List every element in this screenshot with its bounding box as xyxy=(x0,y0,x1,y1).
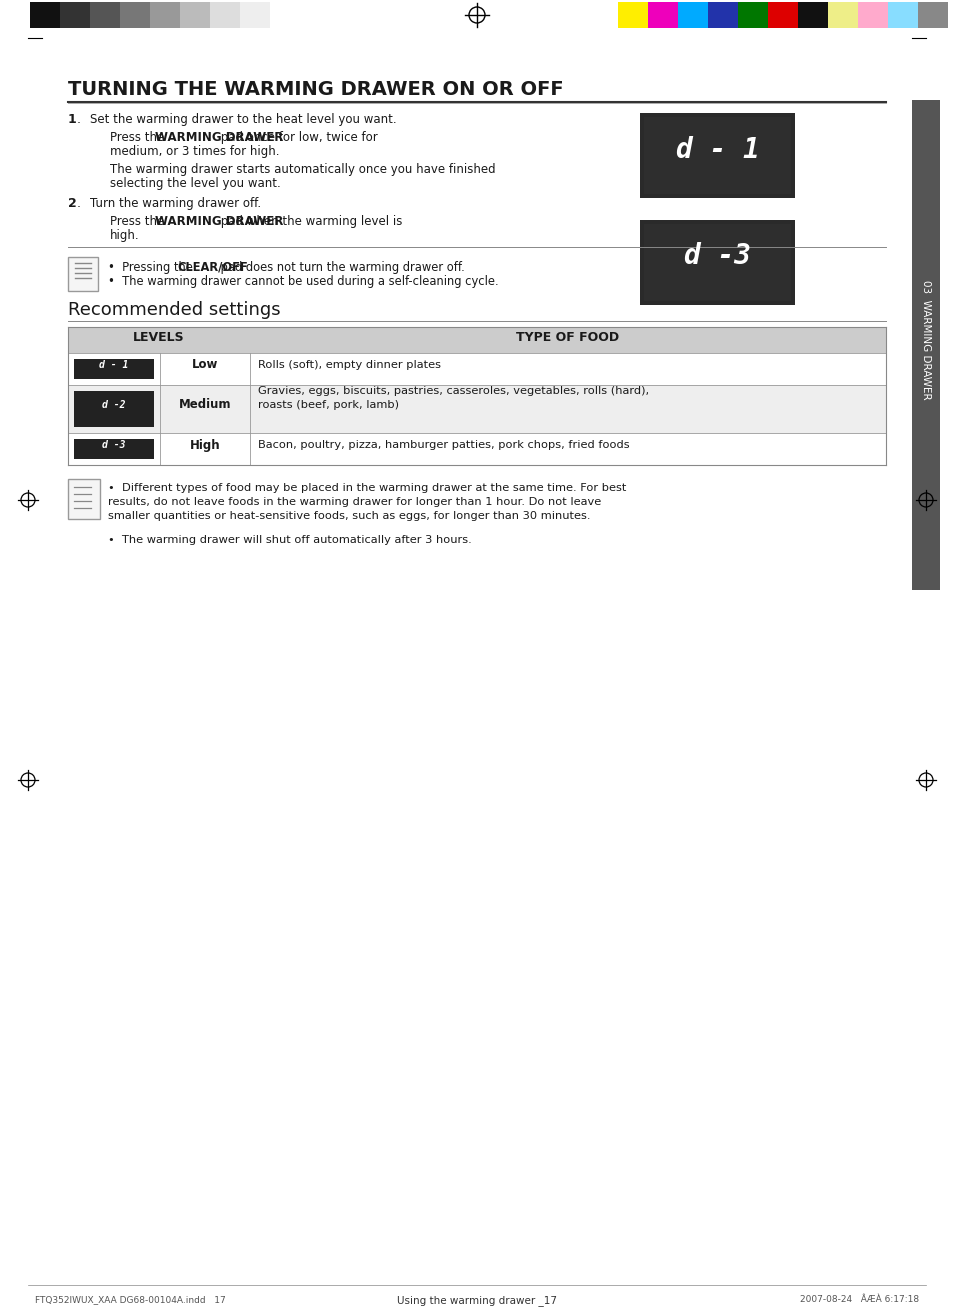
Bar xyxy=(857,3,887,28)
Text: medium, or 3 times for high.: medium, or 3 times for high. xyxy=(110,146,279,159)
Bar xyxy=(797,3,827,28)
Text: Set the warming drawer to the heat level you want.: Set the warming drawer to the heat level… xyxy=(90,113,396,126)
Text: •  The warming drawer will shut off automatically after 3 hours.: • The warming drawer will shut off autom… xyxy=(108,535,471,545)
Bar xyxy=(639,220,794,305)
Text: Bacon, poultry, pizza, hamburger patties, pork chops, fried foods: Bacon, poultry, pizza, hamburger patties… xyxy=(257,440,629,450)
Bar xyxy=(678,3,707,28)
Text: d - 1: d - 1 xyxy=(99,361,129,370)
Bar xyxy=(917,3,947,28)
Text: Press the: Press the xyxy=(110,215,168,228)
Bar xyxy=(120,3,150,28)
Bar xyxy=(68,326,885,353)
Bar xyxy=(240,3,270,28)
Text: TURNING THE WARMING DRAWER ON OR OFF: TURNING THE WARMING DRAWER ON OR OFF xyxy=(68,80,563,100)
Text: Turn the warming drawer off.: Turn the warming drawer off. xyxy=(90,197,261,210)
Bar xyxy=(150,3,180,28)
Text: •  Pressing the: • Pressing the xyxy=(108,261,196,274)
Text: 2007-08-24   ÂÆÀ 6:17:18: 2007-08-24 ÂÆÀ 6:17:18 xyxy=(799,1295,918,1304)
Text: WARMING DRAWER: WARMING DRAWER xyxy=(154,215,283,228)
Text: high.: high. xyxy=(110,229,139,243)
Bar xyxy=(68,353,885,385)
Text: d -2: d -2 xyxy=(102,400,126,410)
Text: Recommended settings: Recommended settings xyxy=(68,302,280,319)
Bar xyxy=(643,117,790,194)
Text: •  The warming drawer cannot be used during a self-cleaning cycle.: • The warming drawer cannot be used duri… xyxy=(108,275,498,288)
Bar xyxy=(707,3,738,28)
Text: High: High xyxy=(190,438,220,451)
Bar xyxy=(827,3,857,28)
Text: d -3: d -3 xyxy=(683,243,750,270)
Bar xyxy=(887,3,917,28)
Bar xyxy=(767,3,797,28)
Bar xyxy=(68,385,885,433)
Text: 03  WARMING DRAWER: 03 WARMING DRAWER xyxy=(920,281,930,400)
Text: pad does not turn the warming drawer off.: pad does not turn the warming drawer off… xyxy=(216,261,464,274)
Text: TYPE OF FOOD: TYPE OF FOOD xyxy=(516,330,618,343)
Text: Press the: Press the xyxy=(110,131,168,144)
Text: d - 1: d - 1 xyxy=(675,135,759,164)
Text: The warming drawer starts automatically once you have finished: The warming drawer starts automatically … xyxy=(110,163,496,176)
Bar xyxy=(74,439,153,459)
Bar xyxy=(210,3,240,28)
Text: Medium: Medium xyxy=(178,399,231,412)
Text: .: . xyxy=(77,113,81,126)
Text: 2: 2 xyxy=(68,197,76,210)
Text: LEVELS: LEVELS xyxy=(133,330,185,343)
Text: •  Different types of food may be placed in the warming drawer at the same time.: • Different types of food may be placed … xyxy=(108,482,626,520)
Bar xyxy=(68,433,885,465)
Text: Using the warming drawer _17: Using the warming drawer _17 xyxy=(396,1295,557,1306)
Text: Low: Low xyxy=(192,358,218,371)
Text: WARMING DRAWER: WARMING DRAWER xyxy=(154,131,283,144)
Bar xyxy=(643,224,790,302)
Bar xyxy=(647,3,678,28)
Bar xyxy=(90,3,120,28)
Text: 1: 1 xyxy=(68,113,76,126)
Text: pad once for low, twice for: pad once for low, twice for xyxy=(217,131,377,144)
Bar xyxy=(68,257,98,291)
Bar xyxy=(68,479,100,519)
Text: Gravies, eggs, biscuits, pastries, casseroles, vegetables, rolls (hard),
roasts : Gravies, eggs, biscuits, pastries, casse… xyxy=(257,387,648,409)
Bar xyxy=(74,391,153,427)
Bar xyxy=(911,90,939,100)
Text: Rolls (soft), empty dinner plates: Rolls (soft), empty dinner plates xyxy=(257,361,440,370)
Bar xyxy=(30,3,60,28)
Bar xyxy=(911,90,939,590)
Bar xyxy=(618,3,647,28)
Text: d -3: d -3 xyxy=(102,440,126,450)
Text: pad when the warming level is: pad when the warming level is xyxy=(217,215,402,228)
Bar xyxy=(639,113,794,198)
Bar xyxy=(180,3,210,28)
Text: .: . xyxy=(77,197,81,210)
Bar xyxy=(60,3,90,28)
Text: selecting the level you want.: selecting the level you want. xyxy=(110,177,280,190)
Bar xyxy=(738,3,767,28)
Bar xyxy=(74,359,153,379)
Text: FTQ352IWUX_XAA DG68-00104A.indd   17: FTQ352IWUX_XAA DG68-00104A.indd 17 xyxy=(35,1295,226,1304)
Text: CLEAR/OFF: CLEAR/OFF xyxy=(177,261,248,274)
